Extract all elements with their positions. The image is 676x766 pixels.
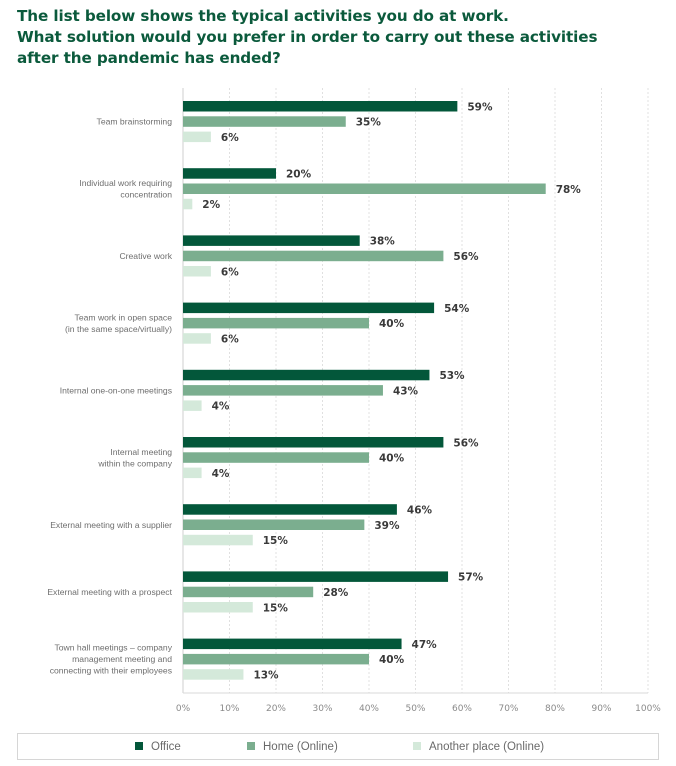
x-tick-label: 0%	[176, 704, 191, 714]
bar-another-place	[183, 400, 202, 411]
data-label-another-place: 4%	[212, 468, 230, 480]
chart-title: The list below shows the typical activit…	[17, 6, 657, 69]
data-label-home: 56%	[453, 251, 479, 263]
bar-home	[183, 519, 365, 530]
category-label: Team brainstorming	[97, 117, 173, 127]
data-label-home: 40%	[379, 318, 405, 330]
category-label: Internal one-on-one meetings	[60, 385, 172, 395]
x-tick-label: 100%	[635, 704, 661, 714]
data-label-home: 40%	[379, 654, 405, 666]
x-tick-label: 60%	[452, 704, 472, 714]
data-label-another-place: 6%	[221, 333, 239, 345]
data-label-another-place: 4%	[212, 401, 230, 413]
x-tick-label: 40%	[359, 704, 379, 714]
legend-label-another-place: Another place (Online)	[429, 741, 545, 753]
data-label-another-place: 15%	[263, 535, 289, 547]
bar-another-place	[183, 198, 193, 210]
bar-another-place	[183, 669, 244, 680]
data-label-office: 47%	[412, 639, 438, 651]
data-label-home: 28%	[323, 587, 349, 599]
bar-chart: 0% 10% 20% 30% 40% 50% 60% 70% 80% 90% 100% Team br…	[47, 88, 661, 714]
x-tick-label: 50%	[405, 704, 425, 714]
x-tick-label: 10%	[219, 704, 239, 714]
category-label: Individual work requiring	[79, 178, 172, 188]
bar-office	[183, 571, 449, 582]
bar-home	[183, 452, 369, 463]
data-label-office: 38%	[370, 236, 396, 248]
bar-office	[183, 638, 402, 650]
bar-home	[183, 250, 444, 262]
data-label-another-place: 2%	[202, 199, 220, 211]
bar-home	[183, 586, 314, 598]
bar-home	[183, 116, 346, 127]
category-label: Town hall meetings – company	[54, 643, 172, 653]
data-label-office: 57%	[458, 572, 484, 584]
category-label: within the company	[97, 458, 172, 468]
data-label-another-place: 15%	[263, 602, 289, 614]
category-label: External meeting with a supplier	[50, 520, 172, 530]
category-label: External meeting with a prospect	[47, 587, 172, 597]
legend: Office Home (Online) Another place (Onli…	[17, 733, 659, 760]
bar-office	[183, 437, 444, 448]
data-label-home: 43%	[393, 385, 419, 397]
bar-office	[183, 504, 397, 515]
bar-office	[183, 235, 360, 246]
bar-office	[183, 168, 276, 179]
data-label-office: 20%	[286, 168, 312, 180]
chart-title-line-1: The list below shows the typical activit…	[17, 7, 509, 25]
category-label: Internal meeting	[110, 447, 172, 457]
bar-another-place	[183, 266, 211, 277]
bar-another-place	[183, 602, 253, 613]
x-tick-label: 70%	[498, 704, 518, 714]
legend-label-office: Office	[151, 741, 181, 753]
data-label-office: 46%	[407, 504, 433, 516]
data-label-office: 53%	[439, 370, 465, 382]
data-label-office: 54%	[444, 303, 470, 315]
data-label-home: 78%	[556, 184, 582, 196]
legend-swatch-another-place	[413, 742, 421, 750]
x-tick-label: 30%	[312, 704, 332, 714]
data-label-office: 59%	[467, 101, 493, 113]
bar-office	[183, 302, 435, 314]
bar-another-place	[183, 333, 211, 344]
legend-item-another-place: Another place (Online)	[413, 741, 544, 753]
legend-item-office: Office	[135, 741, 181, 753]
category-label: Team work in open space	[75, 312, 173, 322]
data-label-another-place: 6%	[221, 266, 239, 278]
bar-office	[183, 369, 430, 381]
x-tick-label: 20%	[266, 704, 286, 714]
chart-title-line-2: What solution would you prefer in order …	[17, 28, 598, 46]
bar-home	[183, 183, 546, 194]
data-label-home: 39%	[374, 520, 400, 532]
data-label-office: 56%	[453, 437, 479, 449]
bar-another-place	[183, 131, 211, 143]
legend-item-home: Home (Online)	[247, 741, 338, 753]
category-label: connecting with their employees	[50, 666, 172, 676]
category-label: management meeting and	[72, 654, 172, 664]
category-label: concentration	[120, 190, 172, 200]
chart-title-line-3: after the pandemic has ended?	[17, 49, 281, 67]
category-label: (in the same space/virtually)	[65, 324, 172, 334]
legend-label-home: Home (Online)	[263, 741, 338, 753]
data-label-home: 40%	[379, 453, 405, 465]
x-tick-label: 80%	[545, 704, 565, 714]
category-label: Creative work	[119, 251, 172, 261]
bar-home	[183, 385, 383, 396]
bar-home	[183, 317, 369, 329]
bar-another-place	[183, 534, 253, 546]
data-label-another-place: 13%	[253, 669, 279, 681]
bar-home	[183, 653, 369, 665]
bar-another-place	[183, 467, 202, 479]
data-label-another-place: 6%	[221, 132, 239, 144]
x-tick-label: 90%	[591, 704, 611, 714]
bar-office	[183, 101, 458, 112]
legend-swatch-office	[135, 742, 143, 750]
data-label-home: 35%	[356, 117, 382, 129]
legend-swatch-home	[247, 742, 255, 750]
